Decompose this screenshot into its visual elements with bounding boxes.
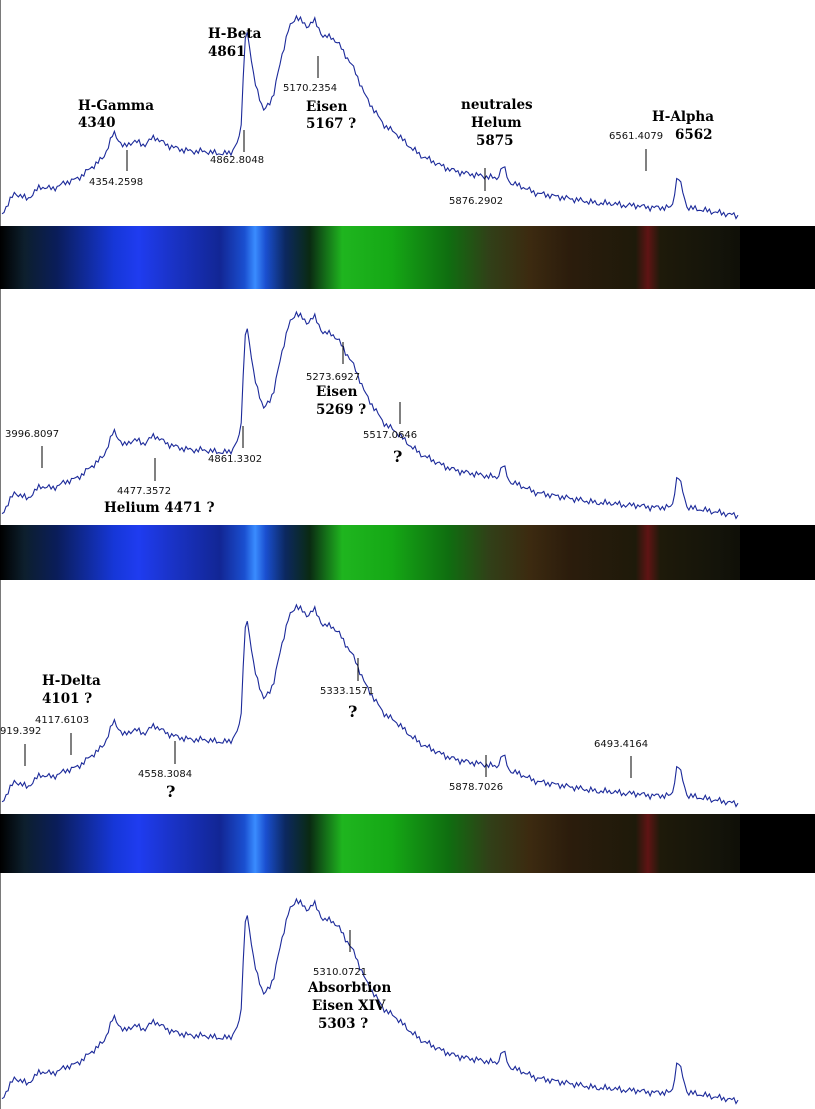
question-mark-label: ? — [393, 447, 402, 466]
line-name-label: H-Alpha — [652, 109, 714, 125]
spectrum-curve-3 — [1, 603, 739, 808]
line-name-label: neutrales — [461, 97, 533, 113]
wavelength-label: 6493.4164 — [594, 739, 648, 750]
wavelength-label: 5273.6927 — [306, 372, 360, 383]
line-name-label: 4101 ? — [42, 691, 92, 707]
wavelength-label: 4354.2598 — [89, 177, 143, 188]
wavelength-label: 6561.4079 — [609, 131, 663, 142]
panel-3-annotations: H-Delta 4101 ? 919.392 4117.6103 4558.30… — [0, 658, 648, 801]
wavelength-label: 5878.7026 — [449, 782, 503, 793]
wavelength-label: 4558.3084 — [138, 769, 192, 780]
line-name-label: Eisen — [306, 99, 348, 115]
line-name-label: Eisen XIV — [312, 998, 386, 1014]
wavelength-label: 5876.2902 — [449, 196, 503, 207]
wavelength-label: 5310.0721 — [313, 967, 367, 978]
line-name-label: 4340 — [78, 115, 116, 131]
wavelength-label: 4862.8048 — [210, 155, 264, 166]
panel-2-annotations: 3996.8097 4477.3572 4861.3302 5273.6927 … — [5, 342, 417, 516]
line-name-label: Absorbtion — [307, 980, 391, 996]
wavelength-label: 4477.3572 — [117, 486, 171, 497]
line-name-label: 5875 — [476, 133, 514, 149]
line-name-label: Helum — [471, 115, 522, 131]
panel-4-annotations: 5310.0721 Absorbtion Eisen XIV 5303 ? — [307, 930, 391, 1032]
line-name-label: Helium 4471 ? — [104, 500, 215, 516]
line-name-label: 5167 ? — [306, 116, 356, 132]
wavelength-label: 5170.2354 — [283, 83, 337, 94]
spectrum-strip-2 — [0, 525, 815, 580]
line-name-label: Eisen — [316, 384, 358, 400]
line-name-label: H-Beta — [208, 26, 262, 42]
line-name-label: 5269 ? — [316, 402, 366, 418]
panel-1-annotations: 4354.2598 4862.8048 5170.2354 5876.2902 … — [78, 26, 714, 207]
wavelength-label: 5333.1571 — [320, 686, 374, 697]
wavelength-label: 3996.8097 — [5, 429, 59, 440]
spectrum-curve-4 — [1, 897, 739, 1105]
spectrum-strip-1 — [0, 226, 815, 289]
question-mark-label: ? — [166, 782, 175, 801]
spectrum-curve-2 — [1, 310, 739, 520]
line-name-label: 6562 — [675, 127, 713, 143]
line-name-label: 4861 — [208, 44, 246, 60]
wavelength-label: 5517.0646 — [363, 430, 417, 441]
line-name-label: 5303 ? — [318, 1016, 368, 1032]
spectrum-curve-1 — [1, 14, 739, 220]
line-name-label: H-Gamma — [78, 98, 154, 114]
question-mark-label: ? — [348, 702, 357, 721]
line-name-label: H-Delta — [42, 673, 101, 689]
wavelength-label: 919.392 — [0, 726, 41, 737]
wavelength-label: 4117.6103 — [35, 715, 89, 726]
spectrum-strip-3 — [0, 814, 815, 873]
wavelength-label: 4861.3302 — [208, 454, 262, 465]
